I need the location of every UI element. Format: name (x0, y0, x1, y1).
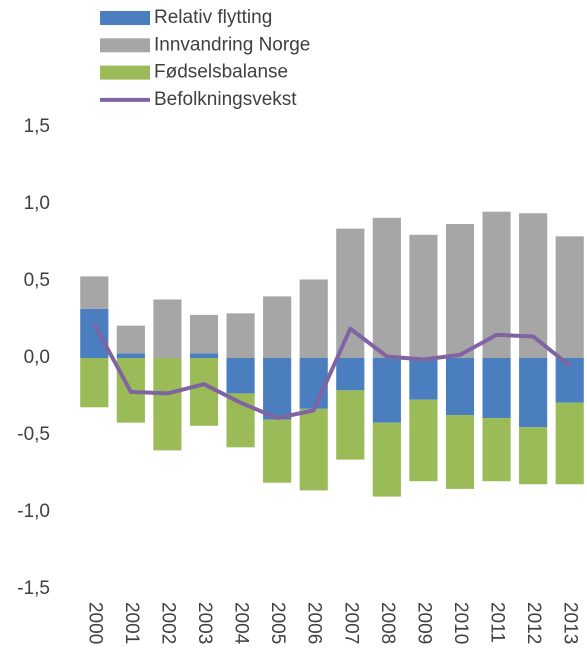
bar (80, 358, 109, 408)
x-tick-label: 2006 (304, 602, 325, 644)
legend-label: Fødselsbalanse (154, 62, 288, 83)
bar (409, 234, 438, 358)
y-tick-label: 0,5 (24, 270, 50, 291)
bar (263, 419, 292, 483)
legend-swatch (100, 38, 150, 53)
legend-label: Befolkningsvekst (154, 89, 297, 110)
y-tick-label: -1,0 (17, 501, 50, 522)
bar (80, 276, 109, 309)
bar (336, 358, 365, 391)
bar (299, 358, 328, 409)
bar (372, 217, 401, 358)
x-tick-label: 2007 (340, 602, 361, 644)
bar (153, 358, 182, 451)
legend-label: Innvandring Norge (154, 34, 310, 55)
x-tick-label: 2008 (377, 602, 398, 644)
legend-swatch (100, 65, 150, 80)
bar (116, 353, 145, 358)
bar (116, 325, 145, 354)
bar (189, 314, 219, 354)
bar (519, 358, 548, 428)
y-tick-label: 1,0 (24, 193, 50, 214)
bar (153, 299, 182, 358)
bar (555, 236, 584, 358)
x-tick-label: 2010 (450, 602, 471, 644)
x-tick-label: 2004 (231, 602, 252, 645)
y-tick-label: 0,0 (24, 347, 50, 368)
bar (189, 353, 219, 358)
x-tick-label: 2003 (194, 602, 215, 644)
x-tick-label: 2011 (487, 602, 508, 643)
bar (80, 308, 109, 358)
legend-swatch (100, 11, 150, 25)
x-tick-label: 2009 (413, 602, 434, 644)
bar (336, 390, 365, 460)
bar (299, 408, 328, 491)
bar (519, 427, 548, 485)
line (92, 323, 571, 421)
bar (189, 358, 219, 426)
legend-label: Relativ flytting (154, 7, 272, 28)
bar (409, 358, 438, 400)
bar (445, 414, 475, 489)
bar (226, 313, 255, 358)
bar (263, 358, 292, 420)
bar (372, 422, 401, 497)
bar (519, 213, 548, 358)
bar (372, 358, 401, 423)
bar (409, 399, 438, 482)
bar (445, 224, 475, 358)
bar (226, 358, 255, 394)
bar (445, 358, 475, 415)
y-tick-label: -0,5 (17, 424, 50, 445)
bar (482, 418, 511, 482)
bar (263, 296, 292, 358)
x-tick-label: 2001 (121, 602, 142, 644)
bar (555, 402, 584, 485)
x-tick-label: 2005 (267, 602, 288, 644)
y-tick-label: 1,5 (24, 116, 50, 137)
x-tick-label: 2013 (560, 602, 581, 644)
y-tick-label: -1,5 (17, 578, 50, 599)
x-tick-label: 2002 (157, 602, 178, 644)
bar (482, 358, 511, 419)
x-tick-label: 2000 (84, 602, 105, 644)
bar (299, 279, 328, 358)
x-tick-label: 2012 (523, 602, 544, 644)
